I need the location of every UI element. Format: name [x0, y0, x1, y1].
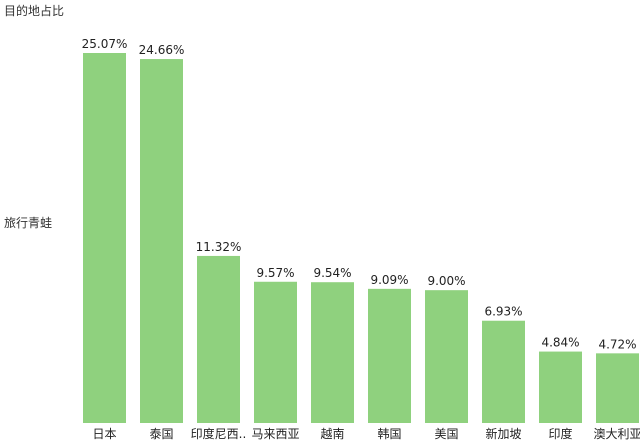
- category-label-8: 新加坡: [485, 426, 521, 441]
- row-label: 旅行青蛙: [4, 216, 53, 230]
- bar-8: [482, 320, 525, 423]
- category-label-4: 马来西亚: [251, 427, 299, 441]
- bar-10: [596, 353, 639, 423]
- category-label-2: 泰国: [149, 427, 173, 441]
- category-label-9: 印度: [548, 426, 572, 441]
- value-label-2: 24.66%: [139, 43, 185, 57]
- value-label-5: 9.54%: [313, 266, 351, 280]
- bar-5: [311, 282, 354, 423]
- bar-9: [539, 351, 582, 423]
- value-label-1: 25.07%: [82, 37, 128, 51]
- value-label-7: 9.00%: [427, 274, 465, 288]
- bar-6: [368, 288, 411, 423]
- value-label-8: 6.93%: [484, 305, 522, 319]
- chart-title: 目的地占比: [4, 4, 65, 18]
- category-label-3: 印度尼西..: [191, 426, 247, 441]
- bar-7: [425, 290, 468, 423]
- value-label-10: 4.72%: [598, 337, 636, 351]
- bar-3: [197, 255, 240, 423]
- category-label-5: 越南: [320, 426, 344, 441]
- category-label-1: 日本: [92, 427, 116, 441]
- value-label-3: 11.32%: [196, 240, 242, 254]
- category-label-7: 美国: [434, 427, 458, 441]
- bar-4: [254, 281, 297, 423]
- bar-1: [83, 53, 126, 423]
- bar-2: [140, 59, 183, 423]
- category-label-10: 澳大利亚: [593, 427, 640, 441]
- value-label-4: 9.57%: [256, 266, 294, 280]
- category-label-6: 韩国: [377, 426, 401, 441]
- value-label-6: 9.09%: [370, 273, 408, 287]
- value-label-9: 4.84%: [541, 336, 579, 350]
